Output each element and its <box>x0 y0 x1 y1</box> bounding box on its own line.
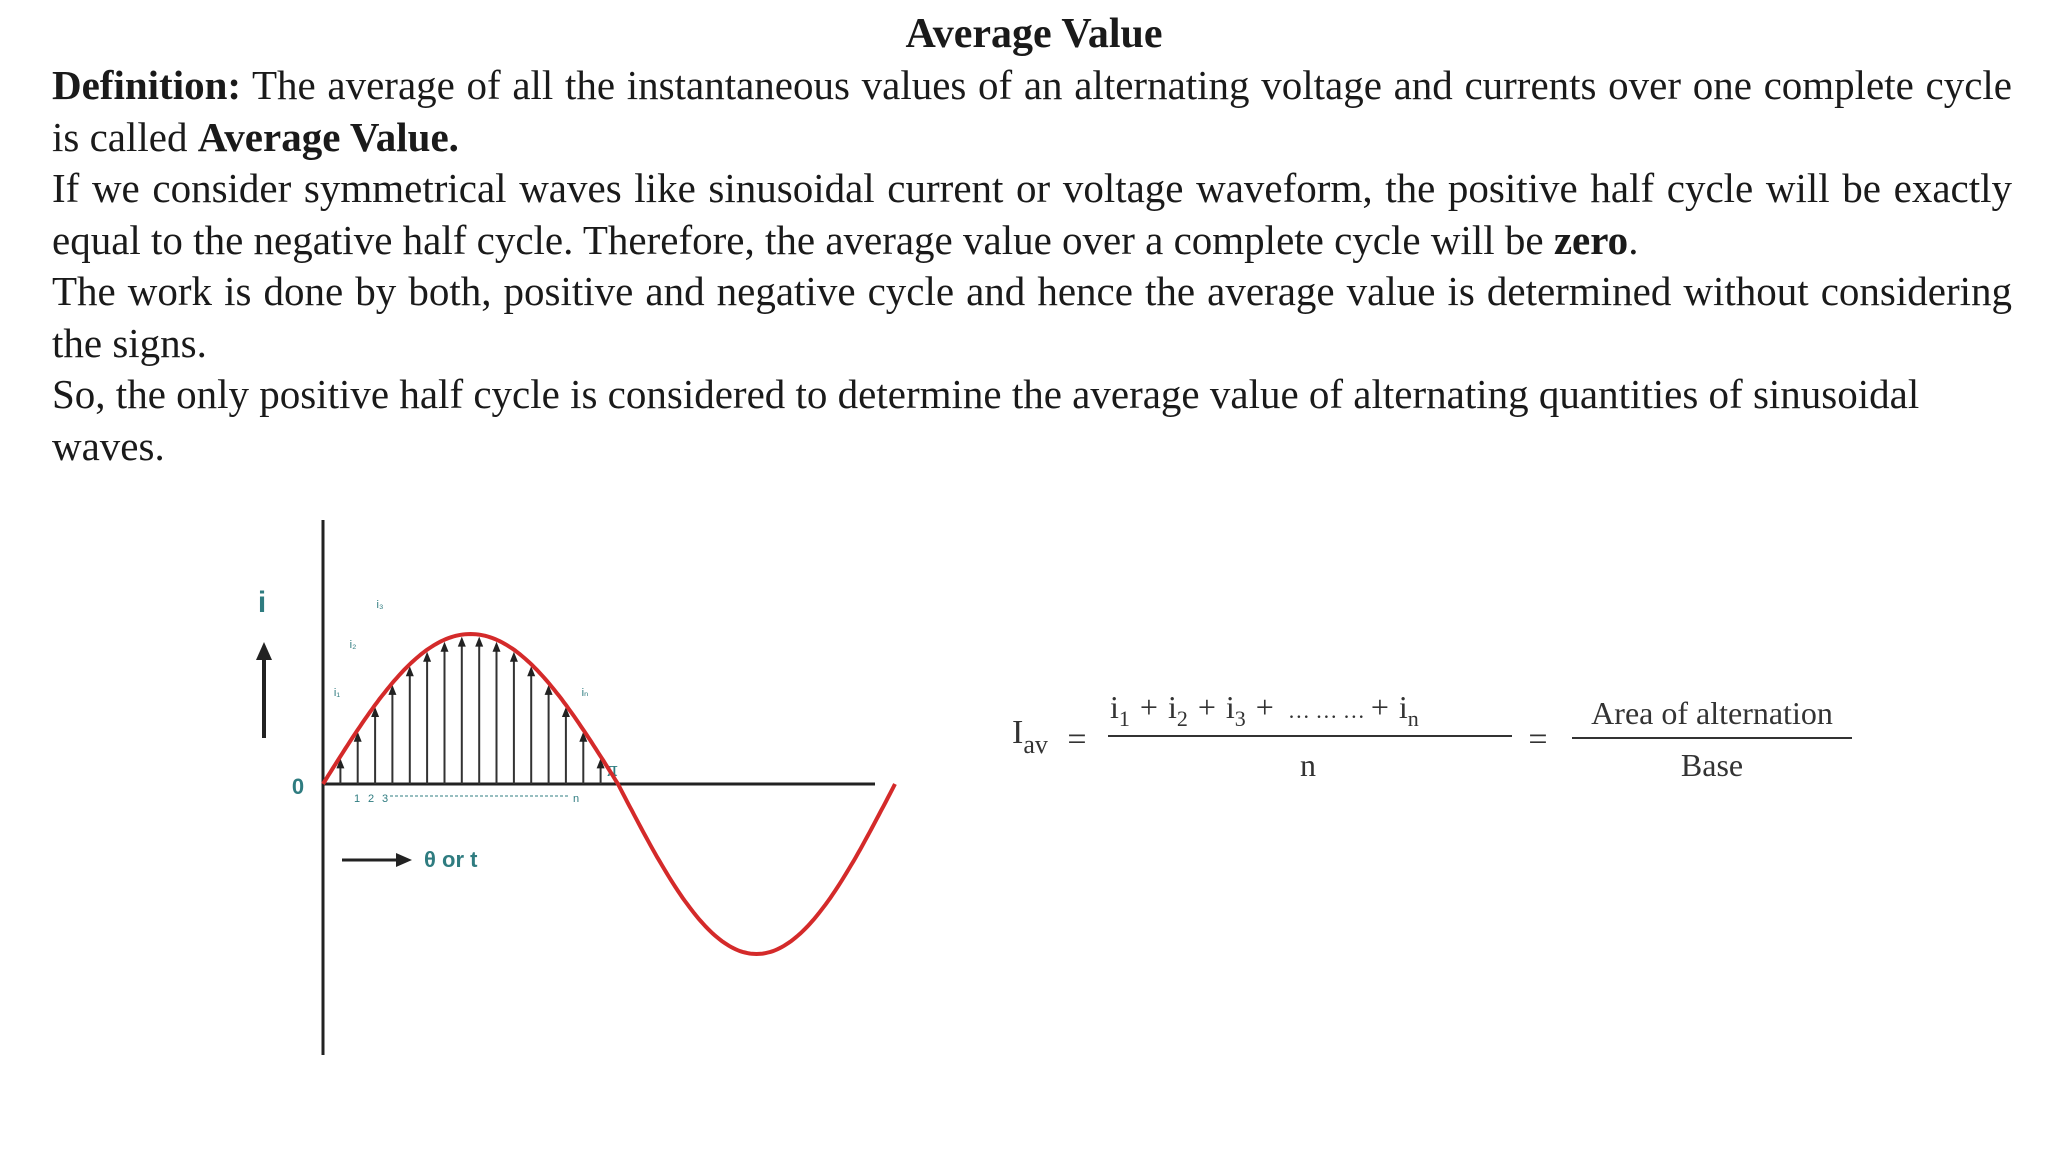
sine-waveform-diagram: i 0 1 2 3 n i₁ i₂ i₃ iₙ π θ or t <box>256 520 897 1055</box>
ordinate-arrowhead <box>371 707 380 717</box>
y-axis-label: i <box>258 586 266 619</box>
symmetry-tail: . <box>1628 216 1639 263</box>
ordinate-arrowhead <box>353 731 362 742</box>
ordinate-label-i1: i₁ <box>334 687 340 699</box>
term-in: i <box>1399 689 1408 725</box>
symmetry-text: If we consider symmetrical waves like si… <box>52 165 2012 263</box>
average-value-formula: Iav = i1 + i2 + i3 +… … … + in n = Area of alte… <box>1012 689 1852 783</box>
ordinate-arrowhead <box>457 636 466 647</box>
ordinate-arrowhead <box>527 666 536 677</box>
ordinate-arrowhead <box>388 684 397 695</box>
term-i1: i <box>1110 689 1119 725</box>
tick-number-1: 1 <box>354 793 360 805</box>
definition-label: Definition: <box>52 62 242 108</box>
definition-term: Average Value. <box>197 113 459 160</box>
rhs-denominator: Base <box>1681 747 1743 783</box>
ordinate-lines <box>336 636 605 784</box>
ordinate-arrowhead <box>509 651 518 662</box>
tick-number-2: 2 <box>368 793 374 805</box>
formula-lhs: Iav <box>1012 714 1048 759</box>
plus-1: + <box>1140 689 1158 725</box>
ordinate-arrowhead <box>492 641 501 652</box>
page-title: Average Value <box>905 11 1163 57</box>
ordinate-arrowhead <box>579 731 588 742</box>
ordinate-arrowhead <box>423 651 432 662</box>
sine-curve <box>321 631 897 957</box>
x-axis-label: θ or t <box>424 847 478 872</box>
plus-3: + <box>1256 689 1274 725</box>
ordinate-arrowhead <box>336 758 345 769</box>
term-i3: i <box>1226 689 1235 725</box>
plus-4: + <box>1371 689 1389 725</box>
text-body: Definition: The average of all the insta… <box>52 60 2012 472</box>
up-arrow-icon <box>256 642 272 738</box>
definition-paragraph: Definition: The average of all the insta… <box>52 60 2012 163</box>
term-i2-sub: 2 <box>1177 706 1188 731</box>
ordinate-arrowhead <box>405 666 414 677</box>
origin-label: 0 <box>292 774 304 799</box>
ordinate-arrowhead <box>475 636 484 647</box>
zero-term: zero <box>1553 216 1629 263</box>
work-paragraph: The work is done by both, positive and n… <box>52 268 2012 366</box>
formula-lhs-symbol: I <box>1012 714 1023 751</box>
right-arrow-icon <box>342 853 412 867</box>
ordinate-arrowhead <box>544 684 553 695</box>
term-i3-sub: 3 <box>1235 706 1246 731</box>
term-in-sub: n <box>1408 706 1419 731</box>
tick-number-3: 3 <box>382 793 388 805</box>
formula-equals-2: = <box>1528 721 1547 758</box>
ordinate-label-i3: i₃ <box>377 599 384 611</box>
ordinate-label-i2: i₂ <box>350 639 357 651</box>
definition-text: The average of all the instantaneous val… <box>52 62 2012 160</box>
term-i2: i <box>1168 689 1177 725</box>
ordinate-arrowhead <box>561 707 570 717</box>
ordinate-arrowhead <box>440 641 449 652</box>
rhs-numerator: Area of alternation <box>1591 695 1833 731</box>
formula-numerator: i1 + i2 + i3 +… … … + in <box>1110 689 1419 731</box>
symmetry-paragraph: If we consider symmetrical waves like si… <box>52 163 2012 266</box>
pi-label: π <box>606 756 617 781</box>
formula-lhs-subscript: av <box>1023 730 1048 759</box>
term-i1-sub: 1 <box>1119 706 1130 731</box>
tick-number-n: n <box>573 793 579 805</box>
ordinate-arrowhead <box>596 758 605 769</box>
positive-half-paragraph: So, the only positive half cycle is cons… <box>52 371 1920 469</box>
formula-equals-1: = <box>1067 721 1086 758</box>
plus-2: + <box>1198 689 1216 725</box>
ordinate-label-in: iₙ <box>582 687 589 699</box>
ellipsis: … … … <box>1288 698 1365 723</box>
formula-denominator: n <box>1300 747 1316 783</box>
